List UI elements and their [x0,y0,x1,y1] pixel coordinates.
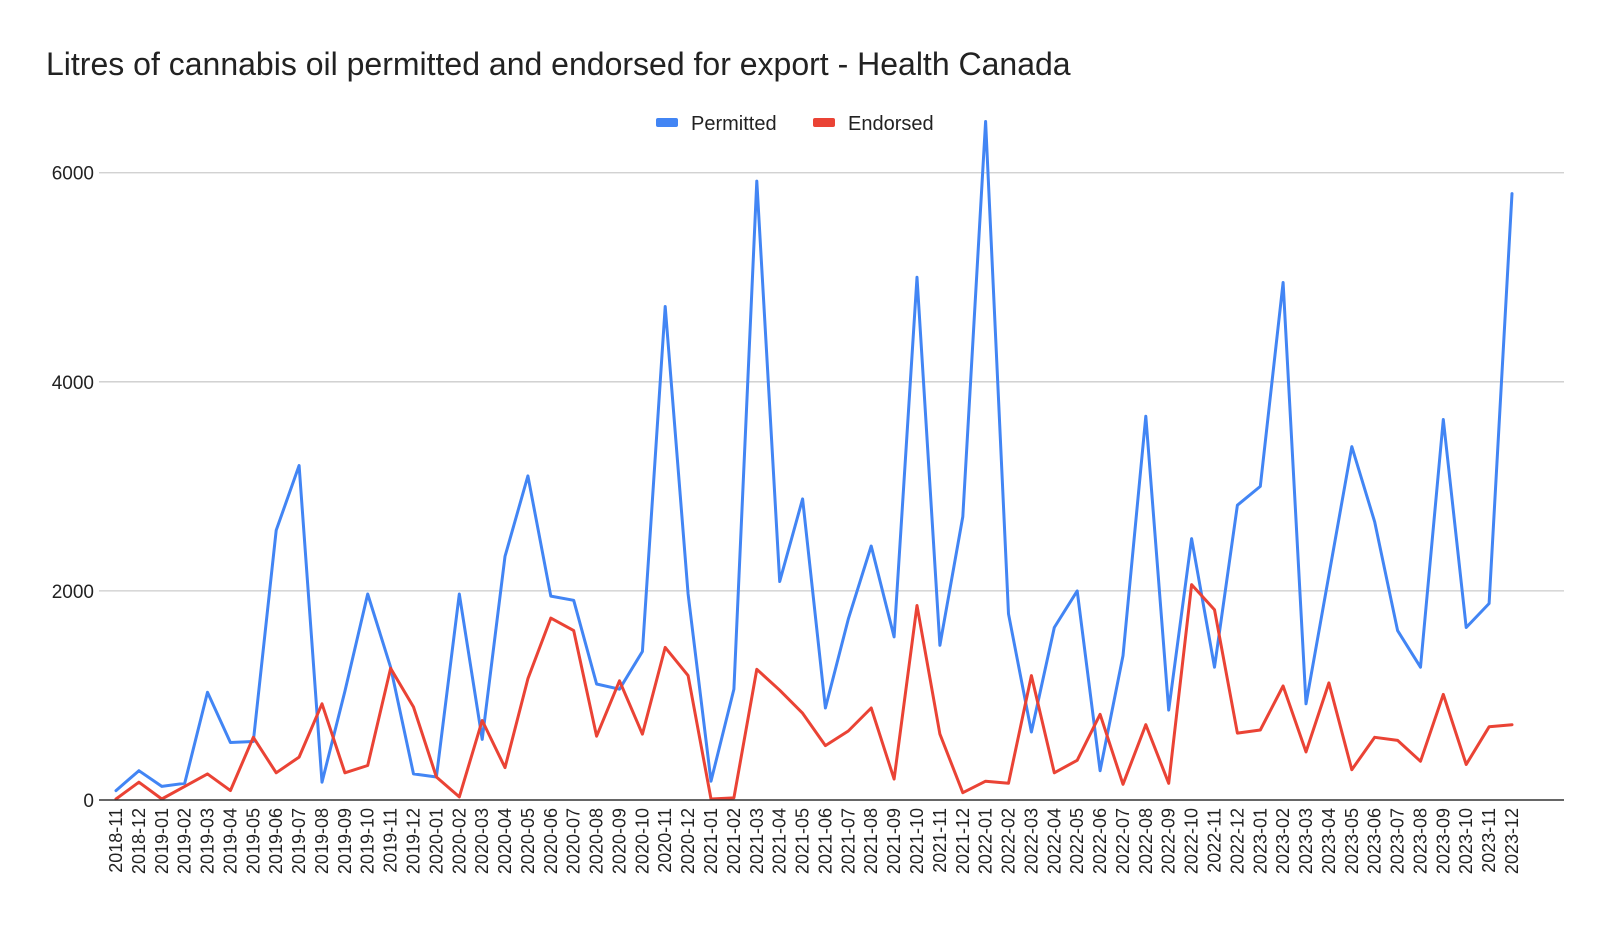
x-tick-label: 2022-01 [976,808,996,874]
x-tick-label: 2022-11 [1204,808,1224,873]
x-tick-label: 2019-09 [335,808,355,874]
gridlines [99,172,1564,592]
x-tick-label: 2023-09 [1433,808,1453,874]
x-tick-label: 2020-07 [564,808,584,874]
x-tick-label: 2019-03 [198,808,218,874]
x-tick-label: 2022-05 [1067,808,1087,874]
x-tick-label: 2019-05 [243,808,263,874]
x-tick-label: 2020-11 [655,808,675,873]
x-tick-label: 2020-05 [518,808,538,874]
x-tick-label: 2021-05 [793,808,813,874]
x-tick-label: 2019-07 [289,808,309,874]
x-tick-label: 2021-03 [747,808,767,874]
x-tick-label: 2021-04 [770,808,790,874]
series-line-endorsed [114,583,1514,801]
x-tick-label: 2021-07 [838,808,858,874]
x-tick-label: 2020-08 [587,808,607,874]
y-axis-ticks: 0 2000 4000 6000 [52,164,94,812]
legend-swatch-permitted [656,118,678,127]
x-tick-label: 2023-11 [1479,808,1499,873]
x-tick-label: 2023-04 [1319,808,1339,874]
legend: Permitted Endorsed [656,113,934,135]
x-tick-label: 2023-08 [1410,808,1430,874]
x-tick-label: 2021-09 [884,808,904,874]
x-tick-label: 2019-10 [358,808,378,874]
y-tick-label: 2000 [52,582,94,603]
x-tick-label: 2019-04 [220,808,240,874]
x-tick-label: 2020-10 [632,808,652,874]
legend-label-permitted: Permitted [691,113,777,135]
x-tick-label: 2021-01 [701,808,721,874]
x-tick-label: 2023-02 [1273,808,1293,874]
x-tick-label: 2021-10 [907,808,927,874]
x-tick-label: 2022-03 [1021,808,1041,874]
x-tick-label: 2020-12 [678,808,698,874]
x-tick-label: 2022-09 [1159,808,1179,874]
chart-title: Litres of cannabis oil permitted and end… [46,46,1071,82]
x-tick-label: 2023-07 [1388,808,1408,874]
x-tick-label: 2021-08 [861,808,881,874]
legend-item-endorsed[interactable]: Endorsed [813,113,934,135]
plot-area [114,120,1514,801]
x-tick-label: 2023-10 [1456,808,1476,874]
x-tick-label: 2021-02 [724,808,744,874]
x-tick-label: 2019-12 [404,808,424,874]
x-tick-label: 2020-09 [609,808,629,874]
y-tick-label: 4000 [52,373,94,394]
x-tick-label: 2020-01 [426,808,446,874]
x-tick-label: 2023-03 [1296,808,1316,874]
legend-item-permitted[interactable]: Permitted [656,113,777,135]
y-tick-label: 6000 [52,164,94,185]
x-tick-label: 2022-06 [1090,808,1110,874]
x-tick-label: 2020-02 [449,808,469,874]
x-tick-label: 2020-06 [541,808,561,874]
x-tick-label: 2019-11 [381,808,401,873]
x-tick-label: 2019-01 [152,808,172,874]
x-tick-label: 2018-11 [106,808,126,873]
x-tick-label: 2023-05 [1342,808,1362,874]
x-tick-label: 2022-07 [1113,808,1133,874]
x-tick-label: 2020-04 [495,808,515,874]
x-axis-ticks: 2018-11 2018-12 2019-01 2019-02 2019-03 2019-… [106,808,1522,874]
x-tick-label: 2023-06 [1365,808,1385,874]
x-tick-label: 2019-02 [175,808,195,874]
legend-label-endorsed: Endorsed [848,113,934,135]
x-tick-label: 2023-01 [1250,808,1270,874]
x-tick-label: 2021-11 [930,808,950,873]
x-tick-label: 2019-08 [312,808,332,874]
x-tick-label: 2022-02 [999,808,1019,874]
x-tick-label: 2019-06 [266,808,286,874]
x-tick-label: 2020-03 [472,808,492,874]
x-tick-label: 2022-10 [1182,808,1202,874]
x-tick-label: 2022-12 [1227,808,1247,874]
series-line-permitted [114,120,1514,793]
x-tick-label: 2022-08 [1136,808,1156,874]
x-tick-label: 2023-12 [1502,808,1522,874]
x-tick-label: 2022-04 [1044,808,1064,874]
x-tick-label: 2021-12 [953,808,973,874]
legend-swatch-endorsed [813,118,835,127]
x-tick-label: 2021-06 [815,808,835,874]
y-tick-label: 0 [83,791,94,812]
x-tick-label: 2018-12 [129,808,149,874]
